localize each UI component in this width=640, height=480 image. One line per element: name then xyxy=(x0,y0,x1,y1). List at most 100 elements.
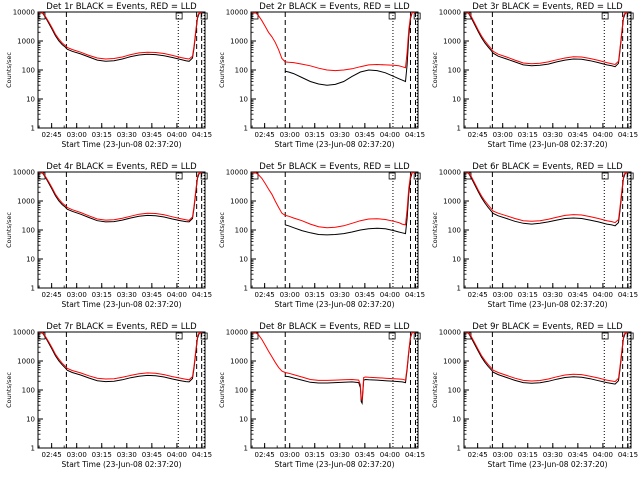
square-marker xyxy=(200,12,208,20)
x-tick-label: 04:00 xyxy=(380,451,400,459)
x-tick-label: 03:15 xyxy=(518,131,538,139)
y-tick-label: 100 xyxy=(448,227,461,235)
detector-panel-2: Det 2r BLACK = Events, RED = LLD 1 10 100 10… xyxy=(218,2,425,149)
plot-frame xyxy=(463,11,632,129)
x-tick-label: 03:30 xyxy=(543,131,563,139)
y-axis-label: Counts/sec xyxy=(218,212,226,248)
x-axis-label: Start Time (23-Jun-08 02:37:20) xyxy=(275,140,395,149)
y-tick-label: 1 xyxy=(31,125,35,133)
x-tick-label: 04:15 xyxy=(405,131,425,139)
y-tick-label: 1 xyxy=(457,445,461,453)
x-tick-label: 03:30 xyxy=(543,291,563,299)
y-tick-label: 10 xyxy=(26,96,35,104)
y-axis-label: Counts/sec xyxy=(431,212,439,248)
square-marker xyxy=(413,12,421,20)
square-marker xyxy=(251,172,259,180)
y-axis-label: Counts/sec xyxy=(5,212,13,248)
y-tick-label: 10000 xyxy=(226,169,248,177)
x-tick-label: 03:45 xyxy=(142,131,162,139)
y-tick-label: 1 xyxy=(244,285,248,293)
plot-frame xyxy=(37,11,206,129)
x-tick-label: 03:30 xyxy=(330,291,350,299)
x-tick-label: 04:00 xyxy=(167,131,187,139)
series-line-lld xyxy=(251,12,416,72)
y-tick-label: 10000 xyxy=(226,9,248,17)
square-marker xyxy=(626,172,634,180)
square-marker xyxy=(413,332,421,340)
y-tick-label: 10000 xyxy=(13,9,35,17)
y-tick-label: 100 xyxy=(235,67,248,75)
y-axis-label: Counts/sec xyxy=(5,372,13,408)
y-tick-label: 1000 xyxy=(443,358,461,366)
x-tick-label: 03:30 xyxy=(330,451,350,459)
x-tick-label: 03:45 xyxy=(142,451,162,459)
x-tick-label: 02:45 xyxy=(255,291,275,299)
series-line-lld xyxy=(38,172,203,221)
y-tick-label: 1000 xyxy=(443,198,461,206)
y-tick-label: 10 xyxy=(239,416,248,424)
x-tick-label: 04:15 xyxy=(192,131,212,139)
series-line-lld xyxy=(38,12,203,60)
x-tick-label: 03:45 xyxy=(355,131,375,139)
square-marker xyxy=(388,12,396,20)
y-tick-label: 100 xyxy=(235,227,248,235)
y-axis-label: Counts/sec xyxy=(5,52,13,88)
x-tick-label: 04:15 xyxy=(618,451,638,459)
x-tick-label: 04:00 xyxy=(167,291,187,299)
x-tick-label: 03:00 xyxy=(493,291,513,299)
series-line-events xyxy=(285,172,416,236)
y-tick-label: 10 xyxy=(452,256,461,264)
series-line-lld xyxy=(251,172,416,229)
y-tick-label: 10000 xyxy=(439,329,461,337)
y-tick-label: 10000 xyxy=(439,169,461,177)
y-tick-label: 10 xyxy=(452,96,461,104)
y-tick-label: 1000 xyxy=(443,38,461,46)
y-tick-label: 1 xyxy=(457,125,461,133)
series-line-lld xyxy=(464,12,629,66)
x-tick-label: 03:45 xyxy=(568,131,588,139)
y-tick-label: 1000 xyxy=(17,38,35,46)
series-line-events xyxy=(464,12,629,68)
y-tick-label: 10 xyxy=(452,416,461,424)
y-tick-label: 10 xyxy=(239,96,248,104)
y-tick-label: 10000 xyxy=(226,329,248,337)
panel-title: Det 1r BLACK = Events, RED = LLD xyxy=(46,2,197,12)
y-tick-label: 100 xyxy=(22,67,35,75)
y-tick-label: 100 xyxy=(22,387,35,395)
x-tick-label: 04:15 xyxy=(405,451,425,459)
y-tick-label: 100 xyxy=(22,227,35,235)
x-tick-label: 03:30 xyxy=(117,131,137,139)
panel-title: Det 9r BLACK = Events, RED = LLD xyxy=(472,322,623,332)
plot-frame xyxy=(37,171,206,289)
x-axis-label: Start Time (23-Jun-08 02:37:20) xyxy=(62,140,182,149)
x-tick-label: 03:45 xyxy=(142,291,162,299)
x-tick-label: 03:15 xyxy=(518,291,538,299)
x-tick-label: 04:15 xyxy=(192,291,212,299)
square-marker xyxy=(175,12,183,20)
panel-title: Det 4r BLACK = Events, RED = LLD xyxy=(46,162,197,172)
detector-panel-1: Det 1r BLACK = Events, RED = LLD 1 10 100 10… xyxy=(5,2,212,149)
x-tick-label: 03:45 xyxy=(355,451,375,459)
plot-frame xyxy=(463,171,632,289)
square-marker xyxy=(626,12,634,20)
x-tick-label: 04:15 xyxy=(405,291,425,299)
x-tick-label: 04:00 xyxy=(380,291,400,299)
y-tick-label: 1000 xyxy=(230,358,248,366)
square-marker xyxy=(388,332,396,340)
x-tick-label: 03:15 xyxy=(305,291,325,299)
y-tick-label: 10000 xyxy=(13,329,35,337)
y-tick-label: 1 xyxy=(31,445,35,453)
y-axis-label: Counts/sec xyxy=(218,372,226,408)
y-tick-label: 10 xyxy=(26,416,35,424)
y-axis-label: Counts/sec xyxy=(218,52,226,88)
detector-panel-8: Det 8r BLACK = Events, RED = LLD 1 10 100 10… xyxy=(218,322,425,469)
x-tick-label: 03:00 xyxy=(493,131,513,139)
x-axis-label: Start Time (23-Jun-08 02:37:20) xyxy=(488,140,608,149)
square-marker xyxy=(251,12,259,20)
detector-panel-3: Det 3r BLACK = Events, RED = LLD 1 10 100 10… xyxy=(431,2,638,149)
x-tick-label: 03:30 xyxy=(330,131,350,139)
detector-panel-7: Det 7r BLACK = Events, RED = LLD 1 10 100 10… xyxy=(5,322,212,469)
x-tick-label: 03:45 xyxy=(568,291,588,299)
series-line-lld xyxy=(464,332,629,383)
